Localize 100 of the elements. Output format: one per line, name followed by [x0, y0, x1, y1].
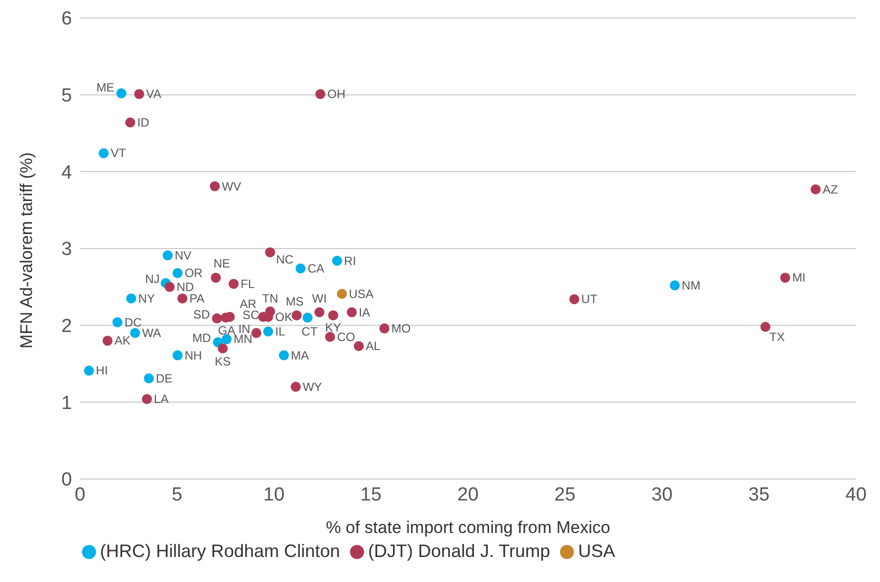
annotation: UT: [581, 292, 598, 306]
legend-label: (DJT) Donald J. Trump: [368, 541, 550, 561]
y-axis-title: MFN Ad-valorem tariff (%): [17, 152, 36, 348]
annotation: NH: [184, 348, 202, 362]
point: [210, 181, 220, 192]
annotation: OK: [275, 310, 293, 324]
annotation: NY: [138, 291, 155, 306]
annotation: VT: [110, 146, 127, 160]
point: [325, 332, 336, 342]
point: [569, 294, 580, 304]
annotation: PA: [189, 291, 205, 306]
point: [379, 323, 390, 334]
point: [212, 313, 222, 324]
point: [810, 184, 821, 194]
legend-label: USA: [578, 541, 616, 561]
x-tick-label: 40: [845, 484, 867, 506]
point: [162, 250, 173, 260]
point: [315, 89, 326, 100]
x-tick-label: 35: [748, 484, 770, 506]
point: [222, 334, 232, 344]
annotation: FL: [240, 276, 255, 291]
annotation: WI: [312, 291, 327, 306]
annotation: NM: [682, 278, 700, 292]
point: [265, 247, 276, 258]
point: [172, 350, 183, 360]
point: [263, 326, 274, 336]
point: [760, 322, 770, 332]
annotation: ID: [137, 115, 150, 130]
annotation: MS: [286, 294, 304, 308]
point: [336, 288, 347, 299]
point: [228, 278, 239, 289]
annotation: NE: [213, 256, 230, 271]
y-tick-label: 0: [61, 470, 72, 491]
x-tick-label: 15: [360, 484, 382, 506]
annotation: NV: [174, 248, 192, 262]
x-tick-label: 25: [554, 484, 576, 506]
annotation: ME: [96, 80, 114, 94]
point: [354, 341, 364, 352]
x-tick-label: 10: [263, 484, 285, 506]
annotation: TN: [262, 292, 278, 306]
y-tick-label: 3: [61, 239, 72, 260]
annotation: MA: [290, 348, 309, 362]
point: [134, 89, 144, 100]
point: [98, 148, 109, 158]
annotation: IL: [275, 324, 286, 338]
annotation: TX: [769, 330, 785, 344]
annotation: RI: [344, 254, 356, 268]
annotation: DE: [156, 371, 173, 386]
point: [130, 328, 140, 338]
annotation: VA: [146, 87, 162, 102]
x-axis-title: % of state import coming from Mexico: [326, 518, 610, 537]
y-tick-label: 2: [61, 316, 72, 338]
annotation: IA: [358, 305, 370, 320]
annotation: NC: [276, 252, 294, 266]
legend-label: (HRC) Hillary Rodham Clinton: [100, 541, 340, 561]
point: [292, 310, 302, 320]
x-tick-label: 5: [172, 484, 182, 506]
x-tick-label: 0: [74, 484, 86, 506]
point: [144, 373, 154, 384]
annotation: OR: [184, 266, 203, 280]
y-tick-label: 4: [61, 162, 72, 184]
point: [172, 268, 183, 278]
annotation: OH: [327, 87, 346, 102]
annotation: WV: [222, 179, 242, 194]
annotation: SD: [193, 307, 210, 322]
annotation: MD: [192, 331, 212, 346]
point: [346, 307, 357, 318]
y-tick-label: 5: [61, 86, 72, 107]
annotation: HI: [96, 364, 108, 378]
annotation: WA: [142, 326, 161, 340]
point: [218, 343, 228, 354]
annotation: MO: [391, 321, 411, 336]
point: [296, 263, 306, 274]
point: [164, 282, 175, 292]
point: [210, 272, 221, 283]
annotation: AK: [114, 334, 131, 348]
annotation: MI: [792, 270, 806, 285]
point: [126, 293, 136, 304]
annotation: ND: [176, 280, 194, 294]
annotation: AZ: [822, 182, 838, 196]
annotation: KS: [214, 354, 231, 368]
point: [177, 293, 188, 304]
point: [278, 350, 289, 360]
point: [290, 382, 301, 392]
x-tick-label: 30: [651, 484, 673, 506]
point: [265, 306, 276, 317]
y-tick-label: 6: [61, 8, 72, 30]
point: [780, 272, 790, 283]
annotation: USA: [348, 286, 374, 301]
point: [112, 317, 122, 328]
point: [328, 310, 338, 320]
point: [84, 366, 94, 376]
annotation: AL: [366, 339, 381, 354]
point: [102, 336, 113, 346]
annotation: CT: [302, 324, 318, 339]
point: [142, 394, 152, 404]
annotation: LA: [154, 392, 169, 406]
point: [670, 280, 680, 290]
point: [125, 117, 136, 128]
annotation: GA: [218, 324, 236, 338]
